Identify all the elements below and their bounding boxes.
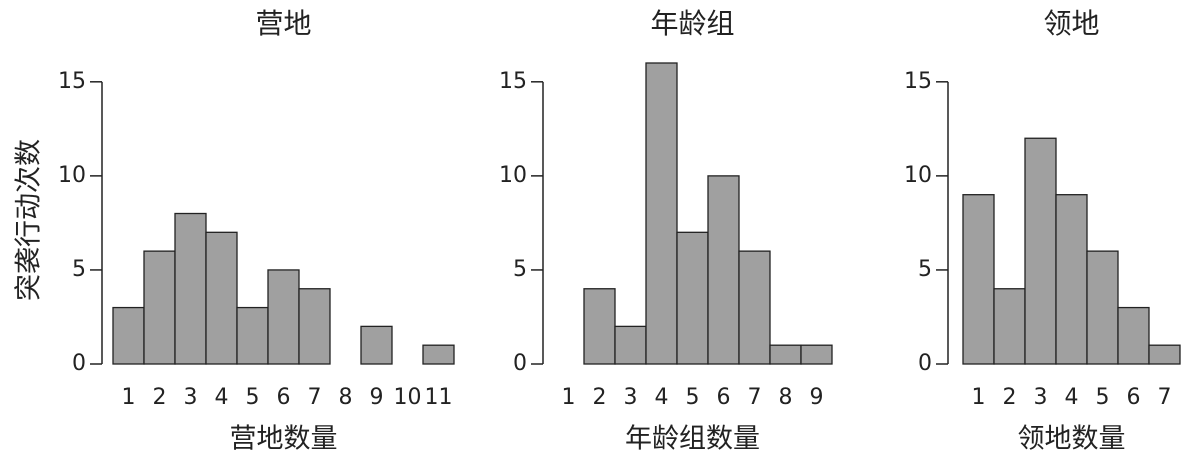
x-tick-label: 3	[184, 385, 198, 410]
x-tick-label: 5	[686, 385, 700, 410]
chart-title: 年龄组	[650, 7, 734, 40]
y-tick-label: 5	[72, 257, 86, 282]
bar	[962, 194, 995, 365]
y-tick-label: 10	[58, 163, 86, 188]
y-tick-label: 10	[499, 163, 527, 188]
bar	[236, 306, 269, 365]
y-tick-label: 0	[72, 351, 86, 376]
x-tick-label: 3	[624, 385, 638, 410]
bar	[993, 288, 1026, 365]
y-axis-label: 突袭行动次数	[14, 139, 45, 301]
chart-title: 领地	[1043, 7, 1099, 40]
bar	[800, 344, 833, 365]
bar	[707, 175, 740, 365]
x-tick-label: 2	[153, 385, 167, 410]
chart-title: 营地	[255, 7, 311, 40]
bar	[1148, 344, 1181, 365]
bar	[1024, 137, 1057, 365]
x-tick-label: 9	[370, 385, 384, 410]
y-tick-label: 15	[499, 69, 527, 94]
bar	[298, 288, 331, 365]
y-tick-label: 10	[904, 163, 932, 188]
bar	[360, 325, 393, 365]
bar	[1086, 250, 1119, 365]
bar	[583, 288, 616, 365]
bar	[174, 212, 207, 365]
y-tick-label: 0	[918, 351, 932, 376]
bar	[1117, 306, 1150, 365]
bar	[112, 306, 145, 365]
x-tick-label: 9	[810, 385, 824, 410]
bar	[738, 250, 771, 365]
y-tick-label: 0	[513, 351, 527, 376]
bar	[769, 344, 802, 365]
y-tick-label: 15	[904, 69, 932, 94]
bar	[422, 344, 455, 365]
x-axis-label: 年龄组数量	[625, 424, 760, 455]
bar	[614, 325, 647, 365]
x-tick-label: 8	[779, 385, 793, 410]
x-tick-label: 6	[1127, 385, 1141, 410]
y-tick-label: 5	[513, 257, 527, 282]
x-tick-label: 7	[748, 385, 762, 410]
x-tick-label: 6	[277, 385, 291, 410]
bar	[1055, 194, 1088, 365]
x-tick-label: 5	[246, 385, 260, 410]
x-tick-label: 8	[339, 385, 353, 410]
bar	[267, 269, 300, 365]
y-tick-label: 15	[58, 69, 86, 94]
x-tick-label: 11	[425, 385, 453, 410]
x-tick-label: 4	[655, 385, 669, 410]
x-tick-label: 2	[1003, 385, 1017, 410]
bar	[143, 250, 176, 365]
x-tick-label: 4	[215, 385, 229, 410]
x-tick-label: 1	[972, 385, 986, 410]
x-tick-label: 2	[593, 385, 607, 410]
x-tick-label: 7	[308, 385, 322, 410]
x-tick-label: 1	[122, 385, 136, 410]
x-tick-label: 10	[394, 385, 422, 410]
x-tick-label: 6	[717, 385, 731, 410]
x-axis-label: 领地数量	[1018, 424, 1126, 455]
y-tick-label: 5	[918, 257, 932, 282]
bar	[205, 231, 238, 365]
bar	[645, 62, 678, 365]
x-axis-label: 营地数量	[230, 424, 338, 455]
x-tick-label: 7	[1158, 385, 1172, 410]
x-tick-label: 5	[1096, 385, 1110, 410]
x-tick-label: 4	[1065, 385, 1079, 410]
x-tick-label: 1	[562, 385, 576, 410]
x-tick-label: 3	[1034, 385, 1048, 410]
bar	[676, 231, 709, 365]
